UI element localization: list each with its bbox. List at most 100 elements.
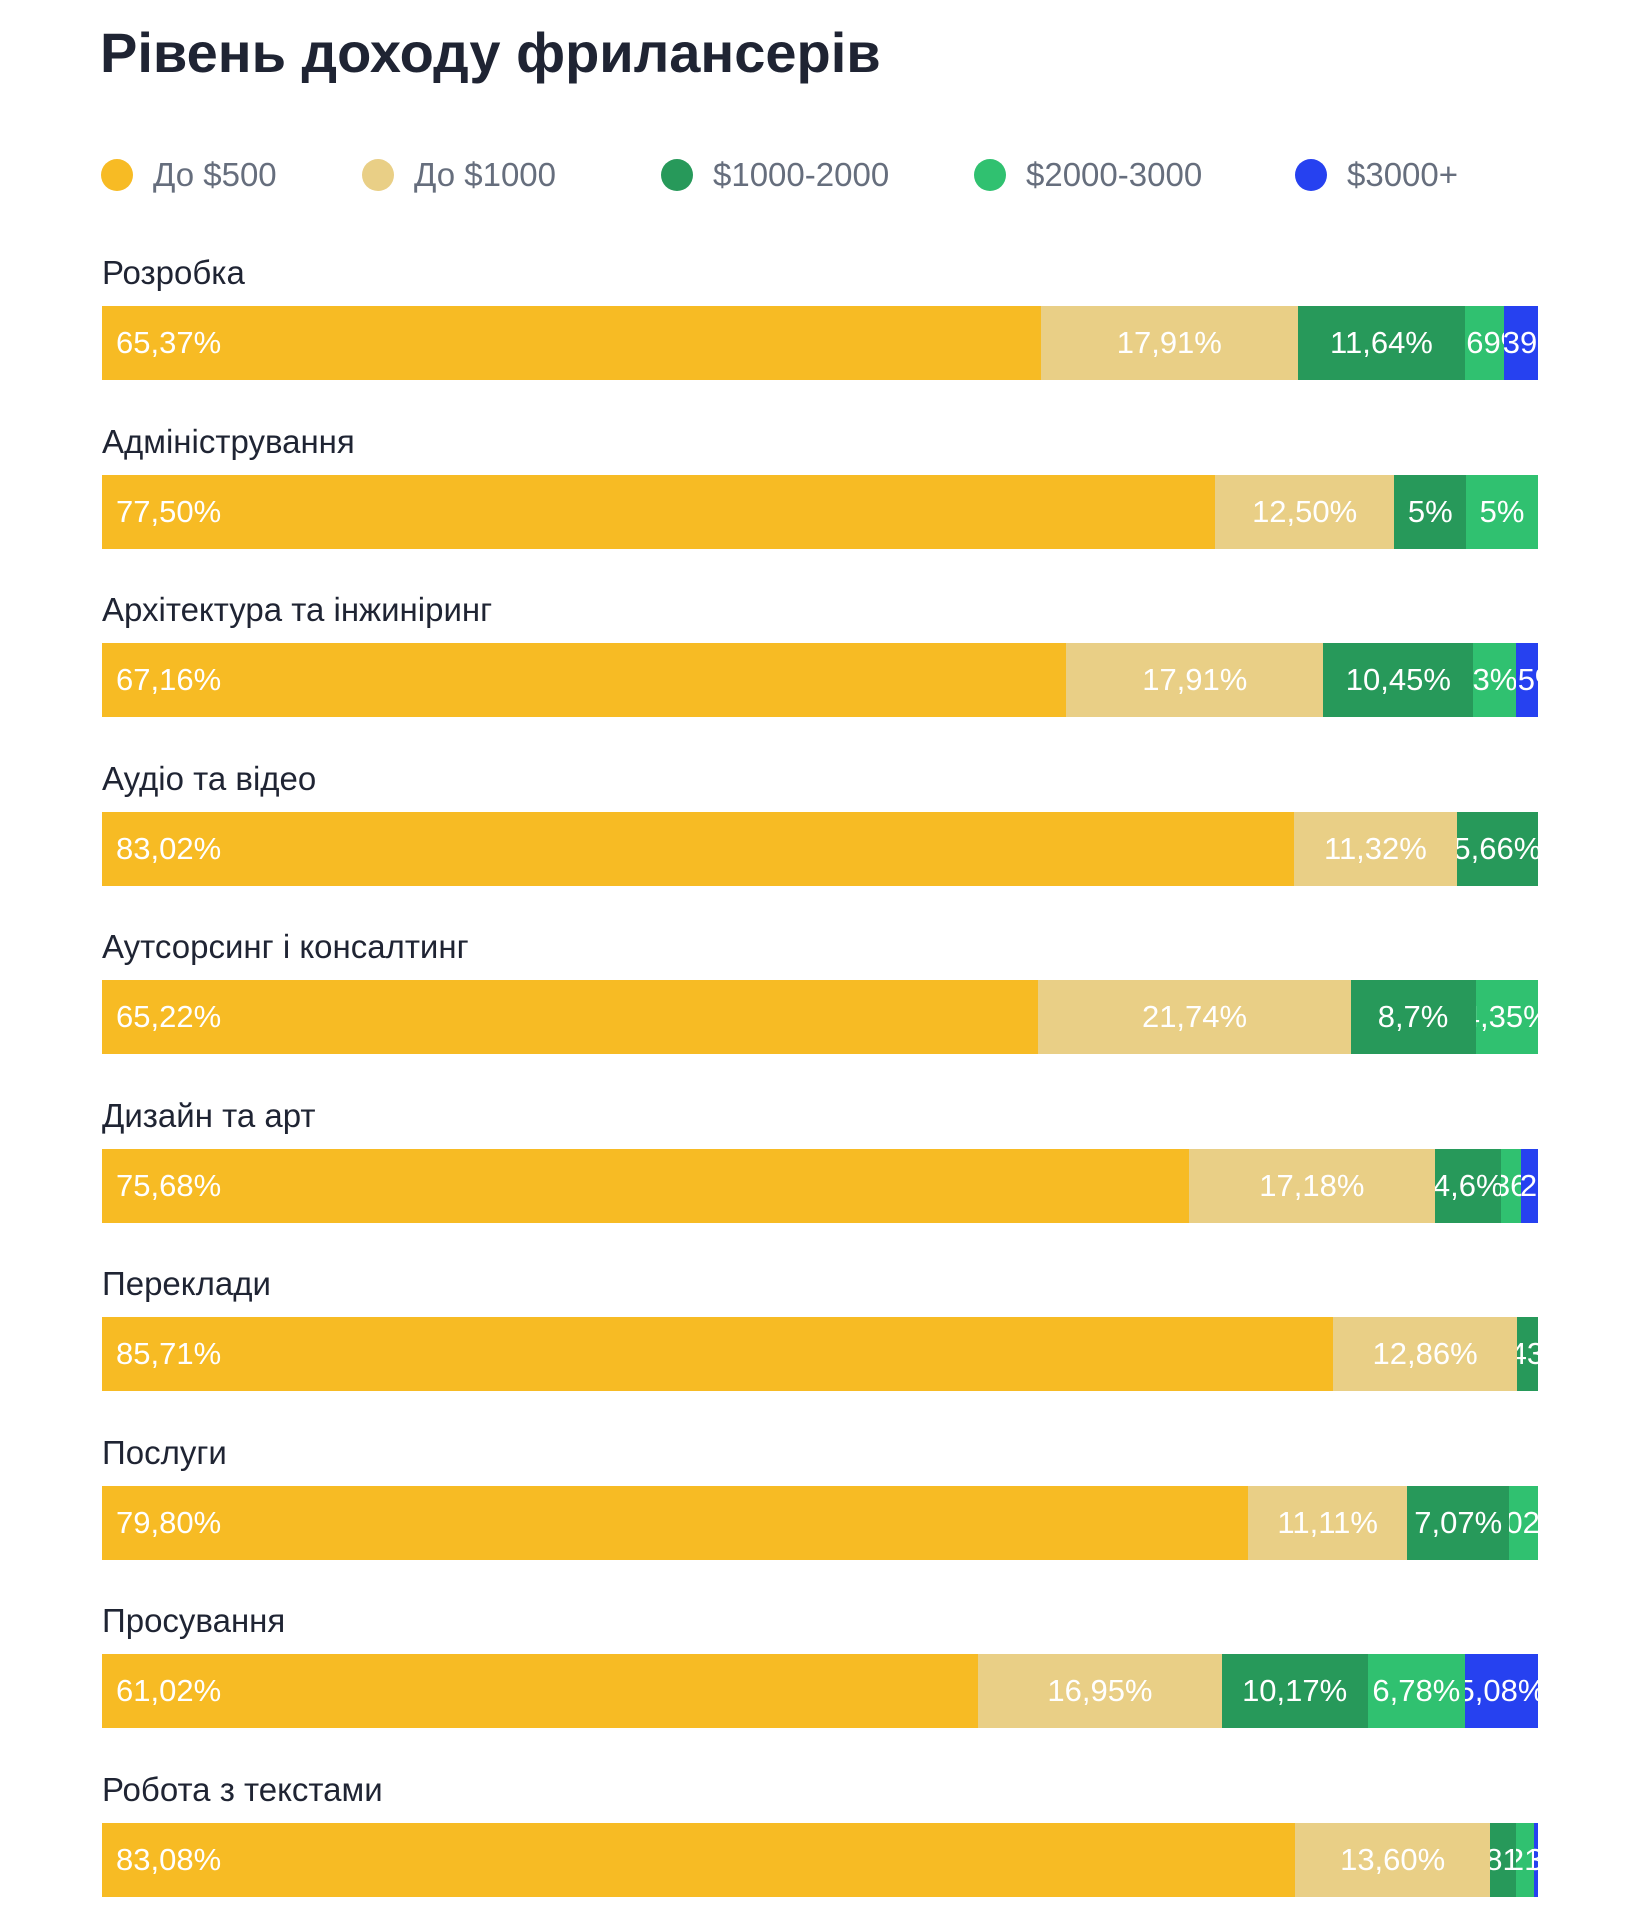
legend-swatch (661, 159, 693, 191)
data-label: 11,11% (1277, 1504, 1378, 1540)
legend-label: До $1000 (414, 156, 557, 193)
data-label: 11,64% (1330, 325, 1433, 360)
data-label: 1,36% (1501, 1167, 1521, 1203)
data-label: 1,43% (1517, 1336, 1538, 1371)
bar-segment: 4,6% (1435, 1148, 1502, 1223)
bar-segment: 11,64% (1297, 306, 1466, 380)
data-label: 2,02% (1508, 1504, 1538, 1540)
bar-segment: 13,60% (1295, 1822, 1491, 1897)
category-label: Просування (102, 1602, 286, 1639)
data-label: 75,68% (116, 1167, 222, 1203)
bar-segment: 17,91% (1066, 643, 1324, 717)
legend-item: До $1000 (362, 150, 556, 200)
bar-segment: 16,95% (978, 1654, 1222, 1728)
legend-item: До $500 (101, 150, 277, 200)
data-label: 4,35% (1476, 999, 1538, 1034)
bar-segment: 5,66% (1456, 811, 1538, 886)
bar-segment: 11,32% (1294, 811, 1457, 886)
data-label: 5,66% (1456, 830, 1538, 866)
bar-segment: 1,21% (1516, 1822, 1534, 1897)
bar-segment: 0,3% (1533, 1822, 1538, 1897)
data-label: 13,60% (1340, 1841, 1446, 1877)
data-label: 5,08% (1465, 1673, 1538, 1708)
legend-label: $3000+ (1347, 156, 1459, 193)
bar-segment: 5,08% (1465, 1654, 1538, 1728)
bar-segment: 75,68% (102, 1148, 1189, 1223)
bar-segment: 1,5% (1516, 643, 1538, 717)
bar-segment: 79,80% (102, 1485, 1248, 1560)
data-label: 77,50% (116, 493, 222, 529)
bar-segment: 6,78% (1367, 1654, 1466, 1728)
category-label: Аутсорсинг і консалтинг (102, 928, 469, 965)
bar-segment: 10,17% (1221, 1654, 1368, 1728)
chart-title: Рівень доходу фрилансерів (100, 21, 881, 84)
category-label: Переклади (102, 1265, 271, 1302)
bar-segment: 65,22% (102, 980, 1039, 1054)
bar-segment: 61,02% (102, 1654, 979, 1728)
bar-segment: 2,39% (1503, 306, 1538, 380)
stacked-bar: 75,68% 17,18% 4,6%1,36%1,2% (102, 1148, 1538, 1223)
data-label: 1,81% (1490, 1841, 1517, 1877)
data-label: 4,6% (1435, 1167, 1502, 1203)
legend-item: $1000-2000 (661, 150, 889, 200)
stacked-bar: 65,22% 21,74% 8,7% 4,35% (102, 980, 1538, 1054)
stacked-bar: 85,71% 12,86% 1,43% (102, 1317, 1538, 1391)
data-label: 2,39% (1503, 325, 1538, 360)
bar-segment: 85,71% (102, 1317, 1333, 1391)
bar-segment: 2,69% (1465, 306, 1504, 380)
data-label: 65,22% (116, 999, 222, 1034)
legend: До $500 До $1000 $1000-2000 $2000-3000 $3000… (101, 150, 1581, 200)
data-label: 17,91% (1142, 662, 1248, 697)
category-label: Архітектура та інжиніринг (102, 591, 493, 628)
bar-segment: 1,2% (1520, 1148, 1538, 1223)
legend-label: До $500 (153, 156, 277, 193)
data-label: 16,95% (1047, 1673, 1153, 1708)
data-label: 12,50% (1252, 493, 1358, 529)
data-label: 5% (1407, 493, 1453, 529)
category-label: Аудіо та відео (102, 759, 317, 797)
stacked-bar: 61,02% 16,95% 10,17% 6,78%5,08% (102, 1654, 1538, 1728)
bar-segment: 3% (1473, 643, 1517, 717)
stacked-bar: 83,02% 11,32% 5,66% (102, 811, 1538, 886)
bar-segment: 5% (1466, 474, 1538, 549)
data-label: 7,07% (1414, 1504, 1503, 1540)
bar-segment: 7,07% (1407, 1485, 1509, 1560)
data-label: 85,71% (116, 1336, 222, 1371)
bar-segment: 17,91% (1040, 306, 1298, 380)
stacked-bar: 77,50% 12,50% 5% 5% (102, 474, 1538, 549)
data-label: 8,7% (1377, 999, 1449, 1034)
bar-segment: 12,86% (1332, 1317, 1518, 1391)
bar-segment: 83,02% (102, 811, 1295, 886)
bar-segment: 1,36% (1501, 1148, 1521, 1223)
bar-segment: 4,35% (1475, 980, 1538, 1054)
data-label: 2,69% (1465, 325, 1504, 360)
data-label: 0,3% (1534, 1842, 1538, 1878)
bar-segment: 1,43% (1517, 1317, 1538, 1391)
data-label: 10,45% (1345, 662, 1451, 697)
category-label: Дизайн та арт (102, 1096, 316, 1134)
bar-segment: 67,16% (102, 643, 1067, 717)
legend-swatch (362, 159, 394, 191)
data-label: 17,91% (1116, 325, 1222, 360)
data-label: 65,37% (116, 325, 222, 360)
legend-swatch (101, 159, 133, 191)
bar-segment: 5% (1394, 474, 1467, 549)
data-label: 83,08% (116, 1841, 222, 1877)
bar-segment: 77,50% (102, 474, 1215, 549)
data-label: 79,80% (116, 1504, 222, 1540)
bar-segment: 65,37% (102, 306, 1041, 380)
stacked-bar: 65,37% 17,91% 11,64% 2,69%2,39% (102, 306, 1538, 380)
legend-swatch (1295, 159, 1327, 191)
data-label: 17,18% (1259, 1167, 1365, 1203)
stacked-bar: 79,80% 11,11% 7,07%2,02% (102, 1485, 1538, 1560)
data-label: 61,02% (116, 1673, 222, 1708)
bar-segment: 21,74% (1038, 980, 1351, 1054)
data-label: 83,02% (116, 830, 222, 866)
data-label: 1,5% (1516, 662, 1538, 697)
legend-item: $3000+ (1295, 150, 1458, 200)
bar-segment: 8,7% (1350, 980, 1476, 1054)
bar-segment: 2,02% (1508, 1485, 1538, 1560)
stacked-bar: 83,08% 13,60% 1,81%1,21%0,3% (102, 1822, 1538, 1897)
category-label: Послуги (102, 1433, 227, 1471)
